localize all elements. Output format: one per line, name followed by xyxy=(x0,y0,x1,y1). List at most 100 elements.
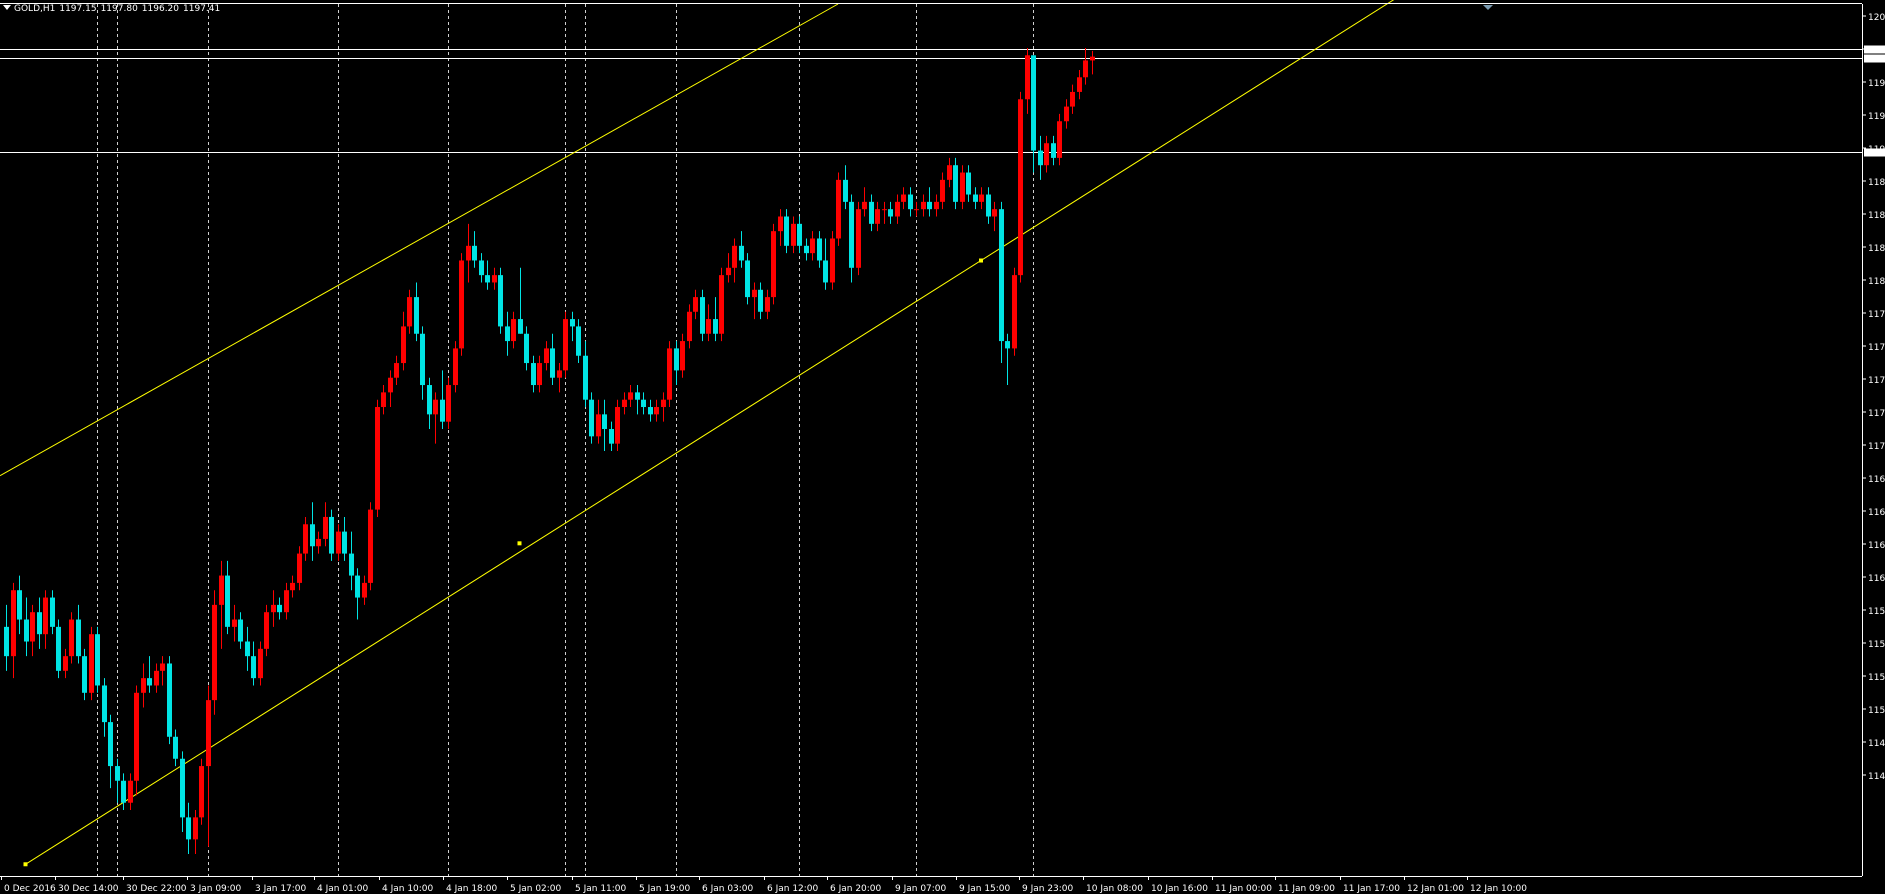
candle-body xyxy=(693,297,698,312)
candle-body xyxy=(524,333,529,364)
channel-anchor-point xyxy=(979,258,983,263)
channel-anchor-point xyxy=(517,541,522,546)
candle-body xyxy=(810,238,815,254)
candle-body xyxy=(778,216,783,232)
candle xyxy=(895,194,900,224)
candle-body xyxy=(173,736,178,759)
trend-channel[interactable] xyxy=(0,0,1862,867)
candle-body xyxy=(498,275,503,327)
candle xyxy=(791,216,796,254)
candle-body xyxy=(817,238,822,261)
y-tick-label: 115 xyxy=(1868,706,1885,716)
candle xyxy=(680,333,685,378)
candle xyxy=(167,656,172,745)
candle xyxy=(4,604,9,671)
candle-body xyxy=(596,414,601,437)
candle xyxy=(1051,135,1056,166)
candle xyxy=(1044,135,1049,173)
y-tick-label: 117 xyxy=(1868,310,1885,320)
candle-body xyxy=(576,326,581,356)
x-tick-label: 4 Jan 18:00 xyxy=(446,884,498,894)
y-tick-label: 118 xyxy=(1868,277,1885,287)
price-axis[interactable]: 1201191191191191181181181181171171171171… xyxy=(1862,13,1885,782)
candle-body xyxy=(154,670,159,686)
candle-body xyxy=(76,619,81,657)
candle xyxy=(284,582,289,620)
candle-body xyxy=(758,289,763,312)
candle-body xyxy=(349,553,354,576)
candle xyxy=(862,187,867,217)
channel-lower-line xyxy=(25,0,1395,865)
candle-body xyxy=(635,392,640,400)
candle xyxy=(323,502,328,547)
candle-body xyxy=(622,399,627,408)
candle xyxy=(537,355,542,393)
candle xyxy=(947,157,952,188)
candle xyxy=(557,363,562,393)
candle-body xyxy=(752,289,757,298)
candle xyxy=(492,267,497,290)
candle-body xyxy=(355,575,360,598)
candle-body xyxy=(739,245,744,261)
candle xyxy=(427,377,432,430)
candle xyxy=(115,758,120,803)
candle xyxy=(830,231,835,290)
candle xyxy=(277,597,282,620)
y-tick-label: 115 xyxy=(1868,607,1885,617)
candle-body xyxy=(687,311,692,342)
candle xyxy=(1025,47,1030,114)
candlesticks xyxy=(4,47,1095,855)
candle-body xyxy=(830,238,835,283)
dropdown-triangle-icon[interactable] xyxy=(3,5,11,10)
candle xyxy=(713,297,718,342)
candle xyxy=(940,172,945,210)
time-axis[interactable]: 0 Dec 2016 30 Dec 14:00 30 Dec 22:00 3 Jan … xyxy=(1,876,1528,894)
candle xyxy=(24,597,29,657)
candle xyxy=(446,377,451,430)
candle xyxy=(628,385,633,408)
candle-body xyxy=(654,407,659,415)
price-level-tag xyxy=(1864,148,1885,157)
candle xyxy=(576,319,581,364)
candle xyxy=(251,641,256,686)
candle-body xyxy=(56,626,61,671)
candle xyxy=(1064,99,1069,129)
candle-body xyxy=(667,348,672,400)
candle xyxy=(173,729,178,767)
y-tick-label: 119 xyxy=(1868,112,1885,122)
candle-body xyxy=(986,194,991,217)
candle xyxy=(804,238,809,261)
y-tick-label: 114 xyxy=(1868,772,1885,782)
candle xyxy=(420,326,425,400)
candle-body xyxy=(992,209,997,217)
candle xyxy=(888,201,893,224)
candle xyxy=(134,685,139,796)
candle xyxy=(498,267,503,334)
y-tick-label: 120 xyxy=(1868,13,1885,23)
candle-body xyxy=(264,612,269,649)
candle xyxy=(466,223,471,283)
candle-body xyxy=(167,663,172,737)
candle-body xyxy=(882,209,887,211)
candle xyxy=(771,223,776,305)
candle xyxy=(992,201,997,232)
candle-body xyxy=(420,333,425,386)
y-tick-label: 115 xyxy=(1868,640,1885,650)
candle-body xyxy=(602,414,607,430)
candle xyxy=(726,253,731,283)
candle-body xyxy=(537,363,542,386)
candle-body xyxy=(381,392,386,408)
candle xyxy=(368,502,373,591)
candle xyxy=(50,590,55,635)
candle-body xyxy=(121,780,126,803)
candle xyxy=(459,253,464,356)
candle xyxy=(11,582,16,679)
channel-upper-line xyxy=(0,3,839,477)
candle-body xyxy=(95,634,100,686)
candle-body xyxy=(271,604,276,613)
candle-body xyxy=(784,216,789,246)
candle xyxy=(849,194,854,283)
candle-body xyxy=(706,319,711,334)
candle-body xyxy=(375,407,380,510)
